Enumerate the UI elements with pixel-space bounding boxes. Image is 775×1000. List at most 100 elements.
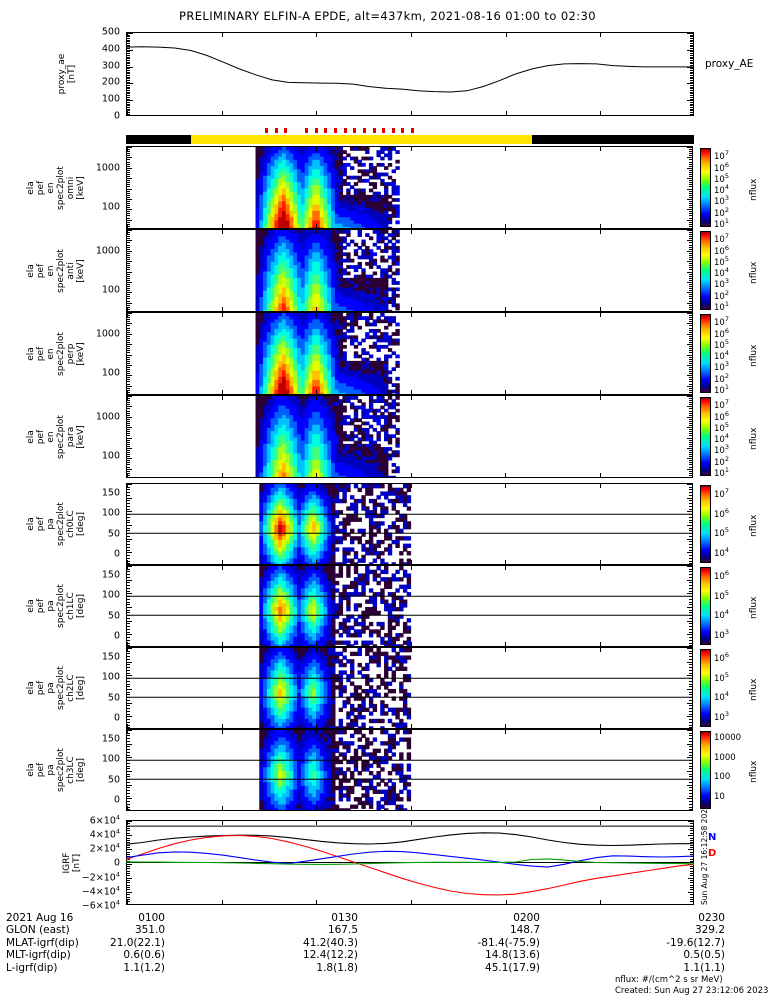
footer-row-label: MLT-igrf(dip) [6, 949, 71, 962]
minor-tick [690, 828, 693, 830]
minor-tick [127, 903, 130, 904]
minor-tick [127, 809, 130, 810]
xtick [505, 224, 506, 228]
minor-tick [127, 694, 130, 696]
pitchangle-spectrogram-panel-6[interactable] [126, 647, 693, 729]
minor-tick [689, 225, 692, 227]
pitchangle-spectrogram-panel-5[interactable] [126, 565, 693, 647]
minor-tick [690, 880, 693, 882]
footer-cell-l: 45.1(17.9) [485, 961, 540, 974]
minor-tick [689, 773, 692, 775]
colorbar-0[interactable] [700, 148, 711, 227]
minor-tick [127, 69, 130, 71]
colorbar-2[interactable] [700, 314, 711, 393]
xtick [505, 230, 506, 234]
minor-tick [687, 157, 692, 159]
minor-tick [689, 560, 692, 562]
energy-spectrogram-panel-3[interactable] [126, 395, 693, 478]
cbar-tick-label: 101 [714, 217, 729, 230]
colorbar-5[interactable] [700, 567, 711, 645]
minor-tick [689, 751, 692, 753]
minor-tick [689, 269, 692, 271]
pitchangle-spectrogram-panel-4[interactable] [126, 483, 693, 565]
energy-spectrogram-panel-0[interactable] [126, 146, 693, 229]
cbar-tick-label: 107 [714, 232, 729, 246]
minor-tick [127, 566, 132, 567]
minor-tick [127, 196, 130, 198]
minor-tick [687, 437, 692, 439]
minor-tick [689, 486, 692, 488]
minor-tick [689, 596, 692, 598]
minor-tick [127, 200, 130, 202]
minor-tick [689, 151, 692, 153]
minor-tick [127, 73, 130, 75]
minor-tick [690, 103, 693, 105]
minor-tick [127, 732, 130, 734]
minor-tick [687, 579, 692, 581]
minor-tick [127, 422, 130, 424]
minor-tick [690, 91, 693, 93]
colorbar-4[interactable] [700, 485, 711, 563]
minor-tick [127, 743, 132, 745]
minor-tick [127, 377, 130, 379]
colorbar-1[interactable] [700, 231, 711, 310]
axis-label-line: spec2plot [56, 414, 66, 459]
xtick [599, 484, 601, 488]
minor-tick [690, 75, 693, 76]
xtick [316, 484, 317, 488]
minor-tick [690, 86, 693, 88]
minor-tick [127, 849, 132, 851]
minor-tick [689, 371, 692, 373]
proxy-ae-panel[interactable] [126, 32, 694, 116]
xtick [127, 307, 128, 311]
colorbar-3[interactable] [700, 397, 711, 476]
minor-tick [127, 34, 130, 36]
minor-tick [127, 452, 130, 454]
event-tick [353, 128, 357, 133]
xtick [316, 111, 318, 115]
minor-tick [689, 244, 692, 246]
minor-tick [127, 256, 130, 258]
minor-tick [127, 406, 132, 408]
minor-tick [687, 396, 692, 397]
minor-tick [689, 186, 692, 188]
minor-tick [127, 675, 132, 677]
axis-label-line: en [46, 430, 56, 443]
minor-tick [689, 238, 692, 240]
axis-label-line: ela [26, 180, 36, 195]
minor-tick [127, 607, 132, 608]
energy-spectrogram-panel-1[interactable] [126, 229, 693, 312]
minor-tick [689, 527, 692, 529]
energy-spectrogram-panel-2[interactable] [126, 312, 693, 395]
minor-tick [127, 527, 130, 529]
minor-tick [127, 798, 132, 800]
xtick [127, 484, 128, 488]
minor-tick [689, 441, 692, 443]
pitchangle-spectrogram-panel-7[interactable] [126, 729, 693, 811]
minor-tick [127, 75, 130, 76]
spectrogram-data [127, 730, 692, 810]
minor-tick [127, 894, 130, 896]
cbar-tick-label: 102 [714, 371, 729, 385]
xtick [411, 111, 412, 115]
minor-tick [127, 373, 130, 375]
minor-tick [127, 683, 130, 685]
minor-tick [127, 207, 130, 209]
minor-tick [127, 489, 130, 491]
minor-tick [687, 219, 692, 221]
cbar-tick-label: 104 [714, 608, 729, 622]
minor-tick [687, 188, 692, 190]
minor-tick [689, 310, 692, 311]
minor-tick [689, 358, 692, 360]
axis-label-line: spec2plot [56, 248, 66, 293]
minor-tick [689, 505, 692, 507]
colorbar-7[interactable] [700, 731, 711, 809]
cbar-title: nflux [749, 760, 759, 783]
xtick [505, 390, 506, 394]
xtick [410, 642, 412, 646]
minor-tick [687, 302, 692, 304]
xtick [599, 566, 601, 570]
cbar-tick-label: 106 [714, 651, 729, 665]
axis-label-line: omni [66, 176, 76, 199]
colorbar-6[interactable] [700, 649, 711, 727]
